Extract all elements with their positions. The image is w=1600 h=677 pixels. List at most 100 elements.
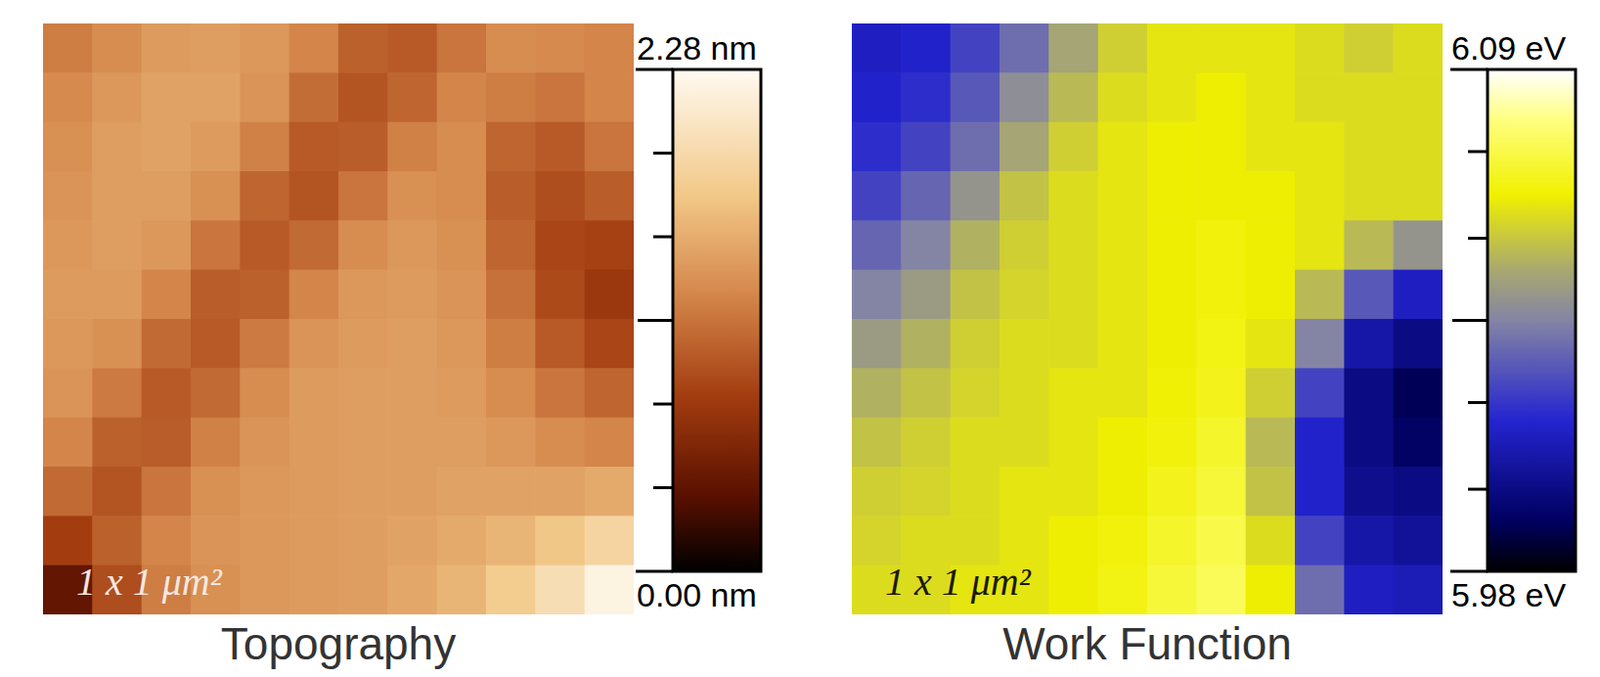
heatmap-cell: [999, 23, 1050, 74]
heatmap-cell: [486, 72, 536, 123]
heatmap-cell: [950, 515, 1001, 566]
heatmap-cell: [584, 122, 634, 173]
heatmap-cell: [190, 122, 241, 173]
heatmap-cell: [900, 515, 951, 566]
heatmap-cell: [289, 318, 340, 369]
heatmap-cell: [1048, 466, 1099, 517]
heatmap-cell: [1098, 220, 1149, 270]
heatmap-cell: [1343, 565, 1394, 615]
heatmap-cell: [1048, 220, 1099, 270]
heatmap-cell: [584, 269, 634, 320]
heatmap-cell: [1245, 318, 1296, 369]
heatmap-cell: [1393, 367, 1443, 418]
heatmap-cell: [1343, 220, 1394, 270]
figure: 1 x 1 μm²0.00 nm2.28 nmTopography1 x 1 μ…: [0, 0, 1600, 677]
heatmap-cell: [141, 269, 192, 320]
heatmap-cell: [1048, 23, 1099, 74]
heatmap-cell: [1196, 269, 1246, 320]
heatmap-cell: [190, 466, 241, 517]
heatmap-cell: [1147, 318, 1198, 369]
heatmap-cell: [584, 23, 634, 74]
heatmap-cell: [239, 171, 290, 222]
heatmap-cell: [584, 367, 634, 418]
heatmap-cell: [91, 23, 142, 74]
heatmap-cell: [900, 466, 951, 517]
heatmap-cell: [1196, 122, 1246, 173]
heatmap-cell: [900, 220, 951, 270]
heatmap-cell: [289, 565, 340, 615]
heatmap-cell: [584, 515, 634, 566]
annotation: 1 x 1 μm²: [885, 559, 1032, 604]
heatmap-cell: [1098, 171, 1149, 222]
heatmap-cell: [338, 269, 389, 320]
heatmap-cell: [1098, 23, 1149, 74]
heatmap-cell: [437, 72, 488, 123]
heatmap-cell: [1294, 23, 1345, 74]
heatmap-cell: [338, 515, 389, 566]
heatmap-cell: [999, 171, 1050, 222]
heatmap-cell: [486, 220, 536, 270]
heatmap-cell: [141, 23, 192, 74]
heatmap-cell: [1245, 367, 1296, 418]
heatmap-cell: [534, 72, 585, 123]
heatmap-cell: [190, 269, 241, 320]
colorbar: [1487, 69, 1576, 572]
heatmap-cell: [1098, 122, 1149, 173]
heatmap-cell: [239, 515, 290, 566]
heatmap-cell: [534, 515, 585, 566]
heatmap-cell: [91, 122, 142, 173]
heatmap-cell: [534, 417, 585, 468]
heatmap-cell: [289, 367, 340, 418]
heatmap-cell: [1343, 72, 1394, 123]
heatmap-cell: [338, 565, 389, 615]
heatmap-cell: [338, 72, 389, 123]
heatmap-cell: [950, 466, 1001, 517]
heatmap-cell: [91, 72, 142, 123]
heatmap-cell: [534, 171, 585, 222]
heatmap-cells: [851, 23, 1443, 615]
heatmap-cell: [1147, 269, 1198, 320]
panel-title: Work Function: [1002, 618, 1292, 669]
heatmap-cell: [1245, 417, 1296, 468]
heatmap-cell: [1147, 466, 1198, 517]
heatmap-cell: [239, 417, 290, 468]
heatmap-cell: [387, 220, 438, 270]
heatmap-cell: [1294, 417, 1345, 468]
heatmap-cell: [1393, 220, 1443, 270]
heatmap-cell: [1294, 515, 1345, 566]
heatmap-cell: [141, 171, 192, 222]
heatmap-cell: [239, 23, 290, 74]
heatmap-cell: [584, 417, 634, 468]
heatmap-cell: [999, 318, 1050, 369]
heatmap-cell: [584, 220, 634, 270]
heatmap-cell: [851, 367, 902, 418]
panel-title: Topography: [221, 618, 456, 669]
heatmap-cell: [190, 367, 241, 418]
heatmap-cell: [1343, 269, 1394, 320]
heatmap-cell: [999, 122, 1050, 173]
colorbar-tick: [1467, 488, 1488, 491]
panel: 1 x 1 μm²5.98 eV6.09 eVWork Function: [851, 23, 1576, 669]
heatmap-cell: [900, 72, 951, 123]
heatmap-cell: [1048, 122, 1099, 173]
heatmap-cell: [1147, 367, 1198, 418]
heatmap-cell: [1196, 515, 1246, 566]
heatmap-cell: [534, 367, 585, 418]
heatmap-cell: [1294, 565, 1345, 615]
heatmap-cell: [1245, 515, 1296, 566]
heatmap-cell: [534, 122, 585, 173]
heatmap-cell: [437, 122, 488, 173]
heatmap-cell: [387, 269, 438, 320]
colorbar-tick: [635, 570, 673, 574]
heatmap-cell: [91, 318, 142, 369]
heatmap-cell: [534, 466, 585, 517]
heatmap-cell: [534, 23, 585, 74]
heatmap-cell: [534, 220, 585, 270]
heatmap-cell: [584, 318, 634, 369]
heatmap-cell: [1245, 565, 1296, 615]
heatmap-cell: [43, 318, 93, 369]
colorbar-tick: [637, 318, 673, 322]
heatmap-cell: [1245, 122, 1296, 173]
heatmap-cell: [1393, 515, 1443, 566]
heatmap-cell: [1245, 269, 1296, 320]
